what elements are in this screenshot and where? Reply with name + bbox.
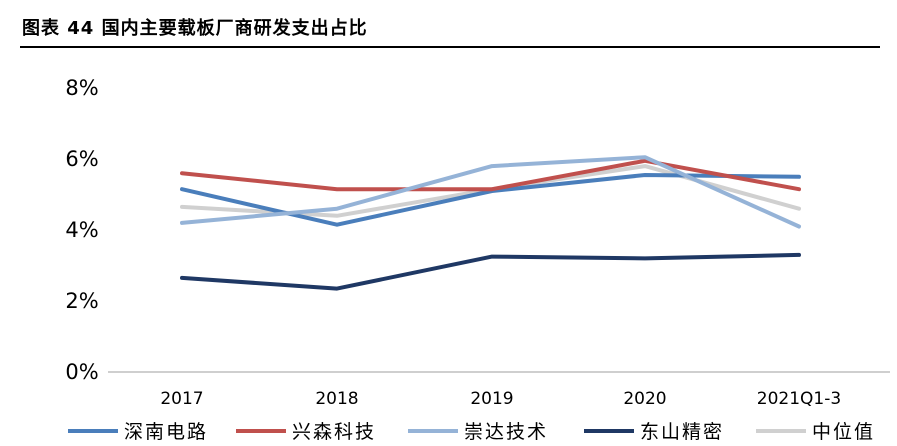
- x-tick-label: 2020: [623, 389, 666, 409]
- figure-title: 图表 44 国内主要载板厂商研发支出占比: [22, 18, 368, 39]
- chart-series: [180, 155, 801, 291]
- legend-item: 深南电路: [68, 421, 208, 443]
- legend-label: 中位值: [812, 421, 875, 443]
- legend-item: 兴森科技: [236, 421, 376, 443]
- legend-item: 东山精密: [584, 421, 724, 443]
- series-line: [180, 158, 801, 192]
- x-tick-label: 2017: [160, 389, 203, 409]
- legend-label: 东山精密: [640, 421, 724, 443]
- y-tick-label: 4%: [65, 218, 98, 242]
- chart-axes: 0% 2% 4% 6% 8% 2017 2018 2019 2020 2021Q1-3: [65, 76, 890, 409]
- y-tick-label: 2%: [65, 289, 98, 313]
- legend-item: 崇达技术: [408, 421, 548, 443]
- legend-label: 崇达技术: [464, 421, 548, 443]
- legend-label: 兴森科技: [292, 421, 376, 443]
- y-tick-label: 0%: [65, 360, 98, 384]
- x-tick-label: 2019: [470, 389, 513, 409]
- legend-item: 中位值: [756, 421, 875, 443]
- y-tick-label: 8%: [65, 76, 98, 100]
- title-divider: [20, 46, 880, 48]
- x-tick-label: 2018: [315, 389, 358, 409]
- series-line: [180, 252, 801, 291]
- chart-legend: 深南电路 兴森科技 崇达技术 东山精密 中位值: [68, 421, 875, 443]
- series-line: [180, 155, 801, 229]
- x-tick-label: 2021Q1-3: [757, 389, 841, 409]
- legend-label: 深南电路: [124, 421, 208, 443]
- y-tick-label: 6%: [65, 147, 98, 171]
